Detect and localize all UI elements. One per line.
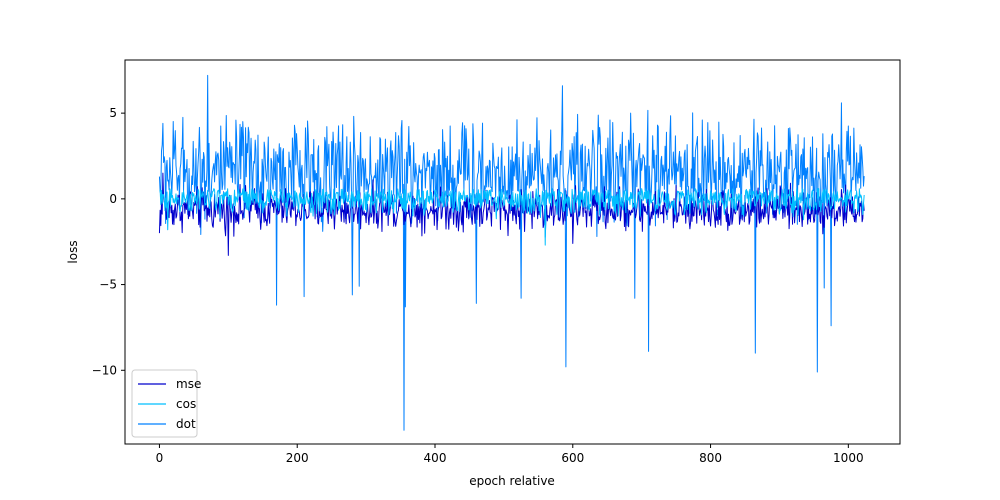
x-tick-label: 1000 (833, 451, 864, 465)
ticks-layer: 0 200 400 600 800 1000 −10 −5 0 5 (92, 106, 864, 465)
legend-label-cos: cos (176, 397, 196, 411)
y-tick-label: −5 (99, 278, 117, 292)
x-tick-label: 800 (699, 451, 722, 465)
y-tick-label: 5 (109, 106, 117, 120)
y-axis-label: loss (66, 240, 80, 263)
x-tick-label: 200 (286, 451, 309, 465)
x-tick-label: 0 (156, 451, 164, 465)
legend-label-mse: mse (176, 377, 201, 391)
series-line-cos (159, 188, 865, 246)
series-layer (158, 74, 865, 431)
y-tick-label: 0 (109, 192, 117, 206)
x-tick-label: 400 (424, 451, 447, 465)
legend-label-dot: dot (176, 417, 196, 431)
series-line-mse (158, 172, 865, 256)
legend: mse cos dot (131, 369, 201, 438)
x-tick-label: 600 (561, 451, 584, 465)
plot-frame (124, 59, 901, 445)
y-tick-label: −10 (92, 363, 117, 377)
series-line-dot (158, 74, 865, 431)
x-axis-label: epoch relative (469, 474, 555, 488)
